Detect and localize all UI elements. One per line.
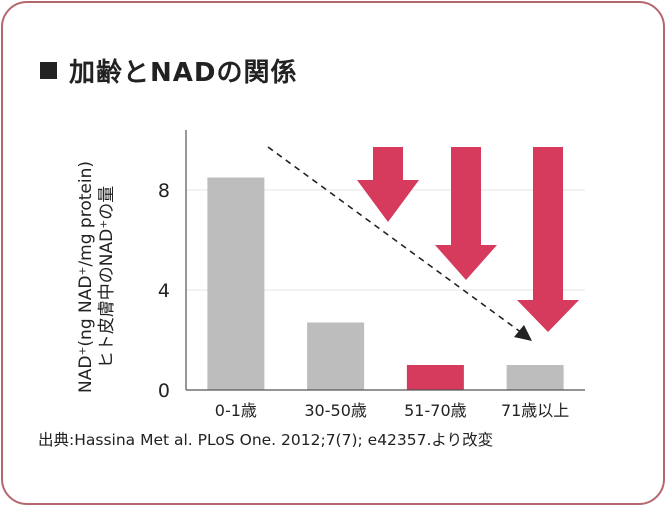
dashed-trend-arrow xyxy=(267,146,523,334)
heading-text: 加齢とNADの関係 xyxy=(69,58,298,88)
y-tick-label: 8 xyxy=(158,180,170,202)
bar xyxy=(307,322,365,390)
x-tick-label: 0-1歳 xyxy=(215,401,257,420)
x-tick-label: 30-50歳 xyxy=(304,401,367,420)
bar xyxy=(406,365,464,390)
chart-heading: 加齢とNADの関係 xyxy=(40,52,297,89)
black-square-icon xyxy=(40,62,57,79)
y-tick-label: 4 xyxy=(158,280,170,302)
red-down-arrow-icon xyxy=(435,147,497,280)
x-tick-label: 71歳以上 xyxy=(501,401,569,420)
red-down-arrow-icon xyxy=(357,147,419,222)
y-tick-label: 0 xyxy=(158,380,170,402)
x-tick-label: 51-70歳 xyxy=(404,401,467,420)
red-down-arrow-icon xyxy=(517,147,579,332)
dashed-arrow-head-icon xyxy=(514,325,532,341)
bar xyxy=(506,365,564,390)
bar xyxy=(207,177,265,390)
source-citation: 出典:Hassina Met al. PLoS One. 2012;7(7); … xyxy=(38,431,494,449)
